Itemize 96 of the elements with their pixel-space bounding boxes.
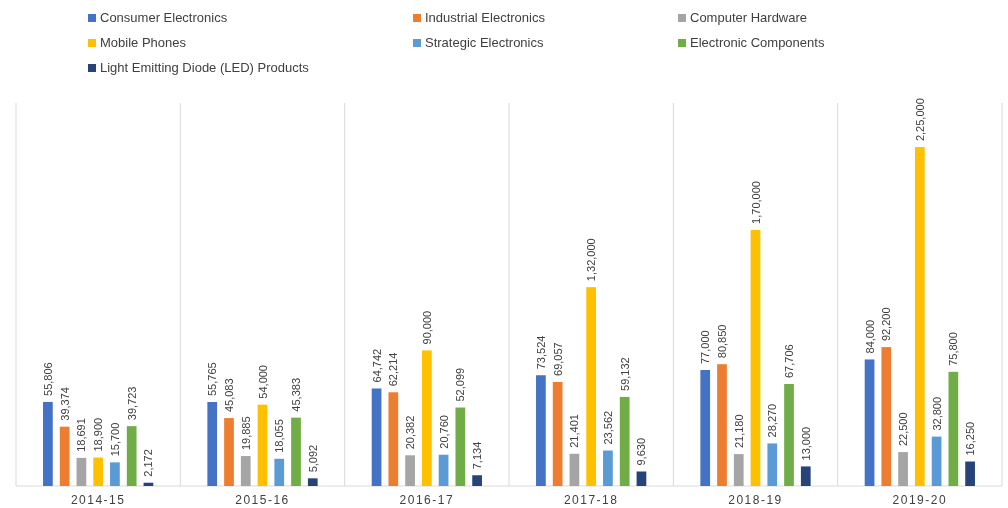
data-label: 23,562 (601, 410, 614, 445)
data-label: 45,083 (222, 378, 235, 413)
data-label: 9,630 (635, 437, 648, 466)
data-label: 15,700 (108, 422, 121, 457)
x-tick-label: 2014-15 (70, 493, 126, 507)
bar (536, 375, 546, 486)
bar (965, 461, 975, 486)
bar (700, 370, 711, 486)
data-label: 39,723 (125, 386, 138, 421)
bar (371, 388, 382, 486)
bar (291, 417, 301, 486)
bar (881, 347, 892, 486)
bar (405, 455, 415, 486)
bar (43, 401, 53, 486)
x-tick-label: 2019-20 (892, 493, 948, 507)
data-label: 13,000 (799, 426, 812, 461)
bar (59, 426, 70, 486)
data-label: 20,382 (404, 415, 417, 450)
bar (438, 454, 449, 486)
bar (421, 350, 432, 486)
legend-label: Industrial Electronics (425, 10, 546, 25)
bar (455, 407, 466, 486)
bar (800, 466, 811, 486)
x-tick-label: 2017-18 (563, 493, 619, 507)
data-label: 77,000 (699, 330, 712, 365)
data-label: 45,383 (290, 377, 303, 412)
data-label: 21,401 (568, 414, 581, 448)
bar (914, 147, 925, 486)
bar (931, 436, 942, 486)
data-label: 55,765 (206, 362, 219, 396)
x-tick-label: 2016-17 (399, 493, 455, 507)
data-label: 59,132 (618, 357, 631, 391)
bar (76, 457, 87, 486)
legend-label: Consumer Electronics (100, 10, 228, 25)
data-label: 20,760 (437, 415, 450, 449)
legend-label: Light Emitting Diode (LED) Products (100, 60, 310, 75)
bar (552, 381, 563, 486)
bar (93, 457, 104, 486)
bar (110, 462, 120, 486)
bar (240, 456, 251, 486)
data-label: 18,900 (92, 417, 105, 452)
data-label: 18,055 (273, 419, 286, 453)
data-label: 21,180 (732, 414, 745, 449)
bar (126, 426, 137, 486)
data-label: 16,250 (964, 421, 977, 456)
bar (257, 404, 268, 486)
bar (784, 384, 794, 486)
data-label: 84,000 (863, 319, 876, 354)
data-label: 2,25,000 (913, 98, 926, 142)
data-label: 54,000 (256, 365, 269, 399)
data-label: 32,800 (930, 396, 943, 431)
data-label: 69,057 (551, 342, 564, 376)
bar (207, 402, 218, 486)
bar (948, 371, 959, 486)
x-tick-label: 2015-16 (235, 493, 290, 507)
legend-label: Electronic Components (690, 35, 825, 50)
data-label: 22,500 (897, 412, 910, 447)
bar (224, 418, 234, 486)
data-label: 28,270 (766, 403, 779, 438)
data-label: 2,172 (142, 449, 155, 477)
bar (898, 452, 908, 486)
bar (619, 396, 630, 486)
data-label: 75,800 (947, 332, 960, 366)
data-label: 52,099 (454, 367, 467, 402)
data-label: 7,134 (471, 441, 484, 470)
data-label: 39,374 (58, 387, 71, 421)
bar (750, 229, 761, 486)
data-label: 18,691 (75, 418, 88, 452)
x-tick-label: 2018-19 (728, 493, 783, 507)
data-label: 1,32,000 (585, 238, 598, 282)
data-label: 64,742 (370, 348, 383, 383)
legend-label: Computer Hardware (690, 10, 808, 25)
bar (472, 475, 482, 486)
data-label: 92,200 (880, 307, 893, 342)
data-label: 90,000 (420, 310, 433, 345)
data-label: 67,706 (783, 344, 796, 379)
legend-label: Strategic Electronics (425, 35, 544, 50)
bar (569, 453, 580, 486)
data-label: 19,885 (239, 416, 252, 451)
data-label: 55,806 (41, 362, 54, 396)
bar (717, 364, 727, 486)
bar (733, 454, 744, 486)
bar (388, 392, 399, 486)
data-label: 5,092 (306, 444, 319, 473)
bar (274, 458, 285, 486)
legend-label: Mobile Phones (100, 35, 187, 50)
bar (864, 359, 875, 486)
data-label: 1,70,000 (749, 181, 762, 224)
bar (586, 287, 597, 486)
bar (636, 471, 647, 486)
bar (603, 450, 613, 486)
data-label: 62,214 (387, 352, 400, 387)
data-label: 73,524 (534, 335, 547, 370)
bar (767, 443, 778, 486)
data-label: 80,850 (715, 324, 728, 359)
bar (307, 478, 318, 486)
